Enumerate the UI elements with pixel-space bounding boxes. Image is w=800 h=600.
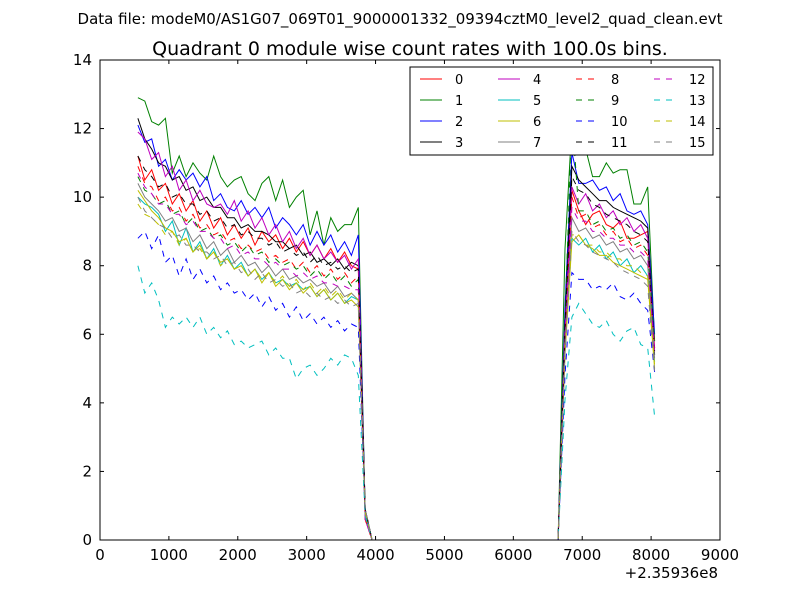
series-line-12 [137, 172, 656, 540]
series-line-15 [137, 196, 656, 540]
x-tick-label: 9000 [701, 546, 739, 564]
series-line-4 [137, 131, 656, 540]
series-line-6 [137, 190, 656, 540]
series-line-7 [137, 183, 656, 540]
series-line-13 [137, 265, 656, 540]
x-tick-label: 7000 [563, 546, 601, 564]
legend-label-10: 10 [611, 115, 628, 130]
legend-label-2: 2 [455, 115, 463, 130]
series-line-2 [137, 124, 656, 540]
plot-area [137, 97, 656, 540]
series-line-1 [137, 97, 656, 540]
x-tick-label: 2000 [219, 546, 257, 564]
x-tick-label: 0 [95, 546, 105, 564]
y-tick-label: 14 [73, 51, 92, 69]
legend-label-4: 4 [533, 73, 541, 88]
legend-label-5: 5 [533, 94, 541, 109]
x-tick-label: 1000 [150, 546, 188, 564]
x-tick-label: 6000 [494, 546, 532, 564]
y-tick-label: 8 [82, 257, 92, 275]
legend-label-11: 11 [611, 136, 628, 151]
y-tick-label: 2 [82, 462, 92, 480]
x-tick-label: 5000 [425, 546, 463, 564]
y-tick-label: 10 [73, 188, 92, 206]
y-tick-label: 4 [82, 394, 92, 412]
axes-frame [99, 59, 721, 541]
chart-title: Quadrant 0 module wise count rates with … [152, 38, 668, 60]
ticks-layer: 0 1000 2000 3000 4000 5000 6000 7000 8000 9000 0 2 4… [73, 51, 739, 564]
x-offset-label: +2.35936e8 [625, 564, 718, 582]
x-tick-label: 3000 [288, 546, 326, 564]
legend-label-7: 7 [533, 136, 541, 151]
legend-box [409, 66, 714, 156]
legend-label-1: 1 [455, 94, 463, 109]
series-line-10 [137, 230, 656, 540]
legend-label-12: 12 [689, 73, 706, 88]
series-line-5 [137, 196, 656, 540]
figure-suptitle: Data file: modeM0/AS1G07_069T01_90000013… [78, 10, 723, 29]
legend-label-9: 9 [611, 94, 619, 109]
series-line-11 [137, 155, 656, 540]
legend-label-15: 15 [689, 136, 706, 151]
legend-label-6: 6 [533, 115, 541, 130]
legend-label-0: 0 [455, 73, 463, 88]
x-tick-label: 4000 [356, 546, 394, 564]
y-tick-label: 6 [82, 325, 92, 343]
series-line-3 [137, 118, 656, 540]
legend-label-3: 3 [455, 136, 463, 151]
series-line-9 [137, 114, 656, 540]
x-tick-label: 8000 [632, 546, 670, 564]
legend-label-13: 13 [689, 94, 706, 109]
series-line-14 [137, 203, 656, 540]
y-tick-label: 12 [73, 120, 92, 138]
series-line-8 [137, 166, 656, 540]
series-layer [137, 97, 656, 540]
legend-label-8: 8 [611, 73, 619, 88]
y-tick-label: 0 [82, 531, 92, 549]
legend-label-14: 14 [689, 115, 706, 130]
